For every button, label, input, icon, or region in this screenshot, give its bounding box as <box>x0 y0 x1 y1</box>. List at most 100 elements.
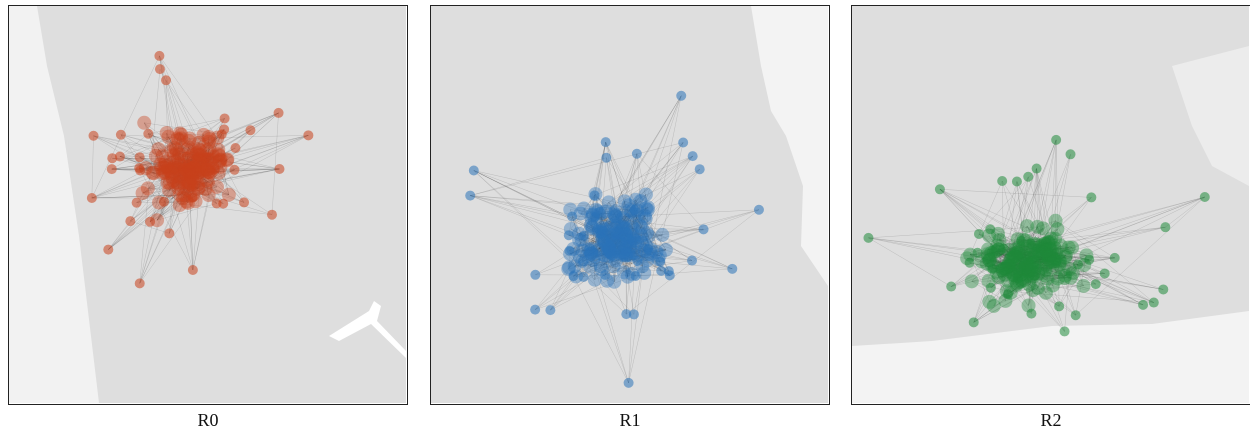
edge <box>615 194 647 217</box>
edge <box>194 172 200 183</box>
edge <box>194 182 229 195</box>
node <box>687 151 698 162</box>
node <box>1027 247 1042 262</box>
node <box>1013 254 1028 269</box>
edge <box>614 240 618 282</box>
map-panel <box>430 5 830 405</box>
edge <box>600 246 631 267</box>
edge <box>612 240 645 274</box>
edge <box>119 149 177 157</box>
edge <box>582 240 636 252</box>
node <box>1008 264 1023 279</box>
edge <box>641 218 646 228</box>
edge <box>174 161 193 178</box>
edge <box>613 235 627 255</box>
edge <box>1050 241 1055 260</box>
edge <box>600 254 604 267</box>
edge <box>535 245 647 310</box>
edge <box>198 154 219 173</box>
node <box>185 147 200 162</box>
edge <box>991 252 1018 286</box>
edge <box>197 175 209 183</box>
edge <box>604 229 633 253</box>
edge <box>1010 176 1029 259</box>
node <box>591 224 606 239</box>
edge <box>590 255 660 267</box>
edge <box>991 252 1078 265</box>
edge <box>139 156 229 195</box>
edge <box>624 201 647 209</box>
edge <box>939 189 990 236</box>
node <box>583 218 598 233</box>
node <box>606 232 621 247</box>
edge <box>162 172 189 204</box>
edge <box>624 253 659 260</box>
edge <box>571 216 629 383</box>
node <box>563 246 578 261</box>
edge <box>1028 276 1034 306</box>
edge <box>640 156 693 236</box>
edge <box>635 201 641 242</box>
node <box>614 219 629 234</box>
node <box>998 243 1009 254</box>
node <box>1015 274 1030 289</box>
node <box>196 127 211 142</box>
edge <box>172 171 209 174</box>
node <box>1035 260 1050 275</box>
edge <box>569 250 636 277</box>
edge <box>1055 252 1066 276</box>
node <box>1030 237 1045 252</box>
node <box>163 164 178 179</box>
edge <box>93 135 187 158</box>
edge <box>991 249 1016 267</box>
edge <box>640 201 648 211</box>
edge <box>170 169 192 172</box>
node <box>637 265 652 280</box>
edge <box>195 172 219 202</box>
edge <box>992 233 999 270</box>
edge <box>601 240 604 256</box>
node <box>1013 273 1024 284</box>
node <box>1011 176 1022 187</box>
edge <box>158 149 167 162</box>
edge <box>1026 225 1044 254</box>
edge <box>199 150 209 196</box>
node <box>1138 299 1149 310</box>
node <box>1043 241 1058 256</box>
edge <box>635 240 643 243</box>
node <box>193 152 208 167</box>
edge <box>571 216 583 251</box>
node <box>157 157 172 172</box>
edge <box>1006 283 1096 292</box>
node <box>1043 254 1058 269</box>
node <box>615 221 630 236</box>
edge <box>986 249 1016 264</box>
edge <box>169 169 180 234</box>
edge <box>591 235 642 253</box>
edge <box>176 138 182 153</box>
node <box>185 160 200 175</box>
node <box>655 256 666 267</box>
edge <box>581 142 606 262</box>
node <box>150 213 165 228</box>
edge <box>606 157 626 250</box>
edge <box>991 252 1006 302</box>
node <box>192 154 207 169</box>
edge <box>1034 247 1055 255</box>
edge <box>156 157 189 221</box>
node <box>594 224 609 239</box>
edge <box>179 138 182 195</box>
node <box>134 152 145 163</box>
node <box>628 309 639 320</box>
node <box>183 169 198 184</box>
edge <box>626 228 634 315</box>
edge <box>1032 248 1070 270</box>
edge <box>1020 240 1164 290</box>
node <box>178 166 193 181</box>
edge <box>550 142 684 311</box>
map-panel <box>851 5 1250 405</box>
edge <box>998 249 1003 271</box>
edge <box>1006 241 1049 270</box>
edge <box>604 239 648 255</box>
node <box>166 160 181 175</box>
